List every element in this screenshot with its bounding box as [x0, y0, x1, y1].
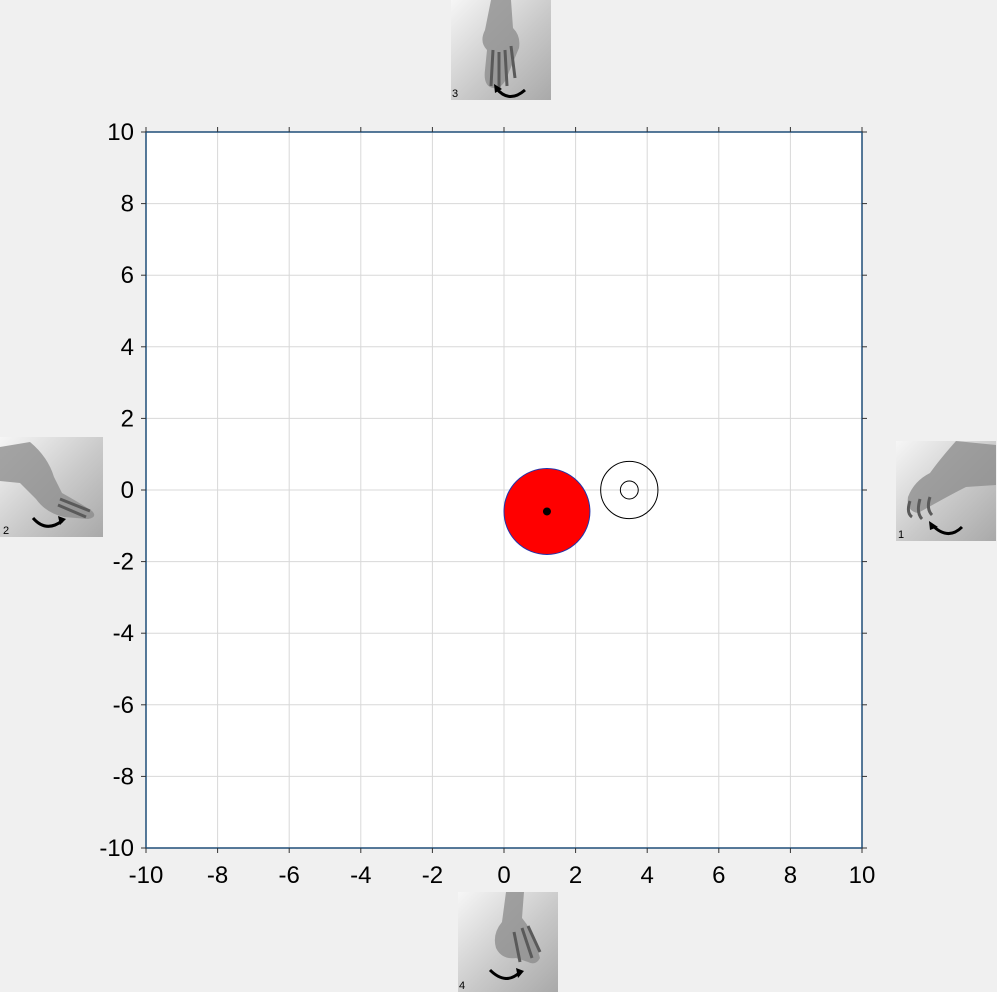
hand-gesture-3-panel: 3: [451, 0, 551, 100]
hand-gesture-2-panel: 2: [0, 437, 103, 537]
hand-flexion-left-icon: [0, 442, 95, 528]
hand-gesture-1-panel: 1: [896, 441, 996, 541]
hand-label-4: 4: [459, 980, 466, 992]
tick-labels: -10 -8 -6 -4 -2 0 2 4 6 8 10 -10 -8 -6 -4 -2 0 2 4 6 8 10: [99, 119, 875, 889]
axes: [141, 127, 867, 853]
x-tick-label: -4: [350, 862, 371, 889]
x-tick-label: -6: [279, 862, 300, 889]
y-tick-label: -10: [99, 835, 134, 862]
cursor-center-dot: [542, 507, 551, 516]
y-tick-label: 0: [121, 477, 134, 504]
y-tick-label: 2: [121, 405, 134, 432]
y-tick-label: -8: [113, 763, 134, 790]
x-tick-label: 10: [849, 862, 876, 889]
y-tick-label: -4: [113, 620, 134, 647]
y-tick-label: 6: [121, 262, 134, 289]
y-tick-label: 4: [121, 334, 134, 361]
x-tick-label: -8: [207, 862, 228, 889]
y-tick-label: -2: [113, 549, 134, 576]
hand-extension-right-icon: [906, 441, 996, 535]
x-tick-label: 2: [569, 862, 582, 889]
y-tick-label: 8: [121, 191, 134, 218]
x-tick-label: 0: [497, 862, 510, 889]
y-tick-label: 10: [107, 119, 134, 146]
hand-palm-up-icon: [488, 892, 542, 980]
plot-marks: [503, 460, 659, 555]
hand-gesture-4-panel: 4: [458, 892, 558, 992]
target-outer-ring: [600, 460, 659, 520]
hand-label-1: 1: [898, 529, 905, 541]
y-tick-label: -6: [113, 692, 134, 719]
hand-label-2: 2: [3, 525, 10, 537]
hand-label-3: 3: [452, 88, 459, 100]
target-inner-ring: [619, 480, 639, 500]
x-tick-label: -2: [422, 862, 443, 889]
hand-palm-down-icon: [482, 0, 526, 98]
x-tick-label: 6: [712, 862, 725, 889]
x-tick-label: 4: [641, 862, 654, 889]
x-tick-label: 8: [784, 862, 797, 889]
x-tick-label: -10: [129, 862, 164, 889]
